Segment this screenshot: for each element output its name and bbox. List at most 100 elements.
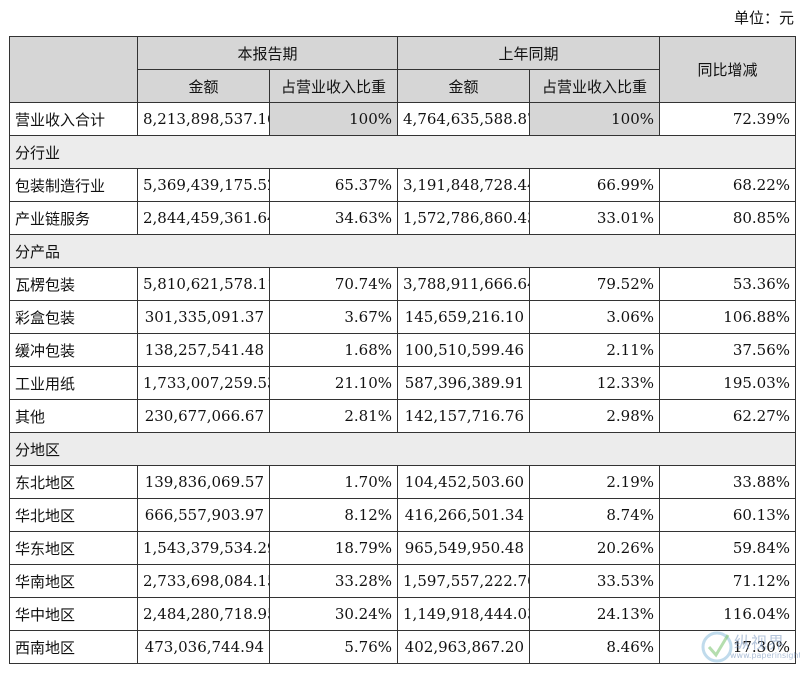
row-cur: 2,844,459,361.64	[137, 201, 270, 235]
watermark-text: 纵视界	[734, 633, 786, 652]
row-prev: 587,396,389.91	[397, 366, 531, 400]
row-prev-pct: 8.46%	[529, 630, 661, 664]
total-cur-pct: 100%	[268, 102, 399, 136]
row-prev: 3,788,911,666.64	[397, 267, 531, 301]
row-cur: 301,335,091.37	[137, 300, 270, 334]
table-row: 瓦楞包装 5,810,621,578.11 70.74% 3,788,911,666.…	[9, 267, 797, 301]
row-cur-pct: 30.24%	[268, 597, 399, 631]
section-row: 分地区	[8, 432, 797, 466]
row-cur-pct: 1.70%	[268, 465, 399, 499]
row-prev-pct: 2.19%	[529, 465, 661, 499]
total-yoy: 72.39%	[659, 102, 797, 136]
row-cur-pct: 5.76%	[268, 630, 399, 664]
table-row: 缓冲包装 138,257,541.48 1.68% 100,510,599.46 2.1…	[9, 333, 797, 367]
row-label: 瓦楞包装	[9, 267, 138, 301]
table-row: 西南地区 473,036,744.94 5.76% 402,963,867.20 8.4…	[9, 630, 797, 664]
header-yoy: 同比增减	[659, 36, 797, 103]
watermark-url: www.paperinsight.net	[730, 651, 800, 660]
row-cur-pct: 70.74%	[268, 267, 399, 301]
header-share-prior: 占营业收入比重	[529, 69, 661, 103]
row-yoy: 33.88%	[659, 465, 797, 499]
row-cur: 666,557,903.97	[137, 498, 270, 532]
row-yoy: 59.84%	[659, 531, 797, 565]
row-prev: 1,597,557,222.70	[397, 564, 531, 598]
row-prev: 1,572,786,860.43	[397, 201, 531, 235]
row-label: 华北地区	[9, 498, 138, 532]
header-amount-current: 金额	[137, 69, 270, 103]
table-row: 包装制造行业 5,369,439,175.52 65.37% 3,191,848,72…	[9, 168, 797, 202]
row-yoy: 195.03%	[659, 366, 797, 400]
row-cur-pct: 2.81%	[268, 399, 399, 433]
row-label: 产业链服务	[9, 201, 138, 235]
row-prev: 145,659,216.10	[397, 300, 531, 334]
row-cur: 5,369,439,175.52	[137, 168, 270, 202]
row-yoy: 53.36%	[659, 267, 797, 301]
row-label: 东北地区	[9, 465, 138, 499]
total-cur: 8,213,898,537.16	[137, 102, 270, 136]
row-cur: 2,484,280,718.95	[137, 597, 270, 631]
row-yoy: 116.04%	[659, 597, 797, 631]
total-row: 营业收入合计 8,213,898,537.16 100% 4,764,635,5…	[9, 102, 797, 136]
table-row: 彩盒包装 301,335,091.37 3.67% 145,659,216.10 3.0…	[9, 300, 797, 334]
row-yoy: 106.88%	[659, 300, 797, 334]
row-prev: 965,549,950.48	[397, 531, 531, 565]
row-cur: 230,677,066.67	[137, 399, 270, 433]
row-cur-pct: 8.12%	[268, 498, 399, 532]
row-yoy: 60.13%	[659, 498, 797, 532]
row-prev: 104,452,503.60	[397, 465, 531, 499]
header-share-current: 占营业收入比重	[268, 69, 399, 103]
row-cur: 2,733,698,084.15	[137, 564, 270, 598]
row-yoy: 62.27%	[659, 399, 797, 433]
unit-label: 单位：元	[733, 9, 794, 27]
row-yoy: 68.22%	[659, 168, 797, 202]
row-label: 西南地区	[9, 630, 138, 664]
total-prev-pct: 100%	[529, 102, 661, 136]
row-label: 华南地区	[9, 564, 138, 598]
row-prev-pct: 33.53%	[529, 564, 661, 598]
row-label: 工业用纸	[9, 366, 138, 400]
row-prev-pct: 2.98%	[529, 399, 661, 433]
row-label: 彩盒包装	[9, 300, 138, 334]
row-cur: 473,036,744.94	[137, 630, 270, 664]
header-current-period: 本报告期	[136, 36, 399, 70]
row-prev: 1,149,918,444.03	[397, 597, 531, 631]
header-prior-period: 上年同期	[397, 36, 661, 70]
table-row: 东北地区 139,836,069.57 1.70% 104,452,503.60 2.1…	[9, 465, 797, 499]
row-cur: 1,733,007,259.53	[137, 366, 270, 400]
table-row: 工业用纸 1,733,007,259.53 21.10% 587,396,389.91…	[9, 366, 797, 400]
revenue-table: 本报告期 上年同期 同比增减 金额 占营业收入比重 金额 占营业收入比重 营业收…	[8, 36, 797, 664]
section-title: 分地区	[8, 432, 797, 466]
row-prev: 402,963,867.20	[397, 630, 531, 664]
row-cur-pct: 18.79%	[268, 531, 399, 565]
table-row: 华中地区 2,484,280,718.95 30.24% 1,149,918,444.…	[9, 597, 797, 631]
header-corner	[9, 36, 138, 103]
table-row: 华东地区 1,543,379,534.29 18.79% 965,549,950.48…	[9, 531, 797, 565]
row-cur-pct: 3.67%	[268, 300, 399, 334]
table-row: 其他 230,677,066.67 2.81% 142,157,716.76 2.98%…	[9, 399, 797, 433]
header-row-2: 金额 占营业收入比重 金额 占营业收入比重	[10, 69, 796, 103]
row-yoy: 80.85%	[659, 201, 797, 235]
watermark-logo: 纵视界 www.paperinsight.net	[700, 627, 800, 667]
row-prev-pct: 2.11%	[529, 333, 661, 367]
row-label: 华东地区	[9, 531, 138, 565]
row-yoy: 37.56%	[659, 333, 797, 367]
row-label: 缓冲包装	[9, 333, 138, 367]
row-cur-pct: 65.37%	[268, 168, 399, 202]
row-cur: 138,257,541.48	[137, 333, 270, 367]
row-prev: 142,157,716.76	[397, 399, 531, 433]
total-label: 营业收入合计	[9, 102, 138, 136]
table-row: 华北地区 666,557,903.97 8.12% 416,266,501.34 8.7…	[9, 498, 797, 532]
row-prev: 3,191,848,728.44	[397, 168, 531, 202]
row-cur-pct: 34.63%	[268, 201, 399, 235]
row-label: 华中地区	[9, 597, 138, 631]
row-prev-pct: 33.01%	[529, 201, 661, 235]
total-prev: 4,764,635,588.87	[397, 102, 531, 136]
row-prev-pct: 79.52%	[529, 267, 661, 301]
row-label: 其他	[9, 399, 138, 433]
row-prev-pct: 12.33%	[529, 366, 661, 400]
watermark-icon	[701, 631, 733, 663]
row-cur: 5,810,621,578.11	[137, 267, 270, 301]
row-cur-pct: 1.68%	[268, 333, 399, 367]
table-row: 华南地区 2,733,698,084.15 33.28% 1,597,557,222.…	[9, 564, 797, 598]
section-title: 分行业	[8, 135, 797, 169]
